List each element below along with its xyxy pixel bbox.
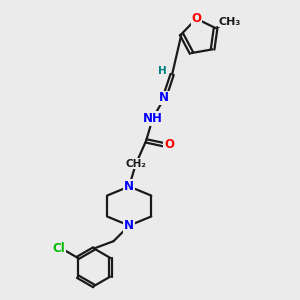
Text: CH₂: CH₂: [125, 158, 146, 169]
Text: N: N: [124, 180, 134, 193]
Text: H: H: [158, 66, 167, 76]
Text: N: N: [159, 92, 169, 104]
Text: O: O: [164, 138, 174, 151]
Text: N: N: [124, 219, 134, 232]
Text: O: O: [191, 12, 201, 25]
Text: CH₃: CH₃: [219, 16, 241, 27]
Text: NH: NH: [143, 112, 163, 125]
Text: Cl: Cl: [52, 242, 65, 255]
